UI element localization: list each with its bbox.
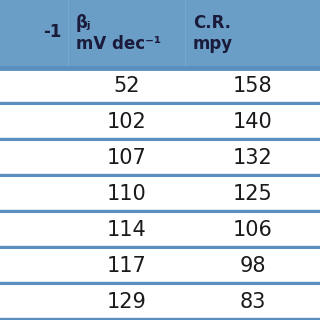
Text: C.R.: C.R. — [193, 14, 231, 32]
Bar — [0, 68, 320, 104]
Text: 125: 125 — [233, 184, 272, 204]
Bar — [0, 176, 320, 212]
Text: -1: -1 — [44, 23, 62, 41]
Text: 117: 117 — [107, 256, 146, 276]
Bar — [0, 248, 320, 284]
Text: 107: 107 — [107, 148, 146, 168]
Text: 140: 140 — [233, 112, 272, 132]
Text: 102: 102 — [107, 112, 146, 132]
Text: βⱼ: βⱼ — [76, 14, 92, 32]
Text: 106: 106 — [233, 220, 272, 240]
Bar — [0, 0, 320, 68]
Text: 158: 158 — [233, 76, 272, 96]
Text: 98: 98 — [239, 256, 266, 276]
Bar — [0, 104, 320, 140]
Text: 132: 132 — [233, 148, 272, 168]
Text: 83: 83 — [239, 292, 266, 312]
Text: 110: 110 — [107, 184, 146, 204]
Text: 114: 114 — [107, 220, 146, 240]
Text: 129: 129 — [107, 292, 147, 312]
Bar — [0, 140, 320, 176]
Text: mV dec⁻¹: mV dec⁻¹ — [76, 35, 161, 53]
Text: mpy: mpy — [193, 35, 233, 53]
Bar — [0, 284, 320, 320]
Text: 52: 52 — [113, 76, 140, 96]
Bar — [0, 212, 320, 248]
